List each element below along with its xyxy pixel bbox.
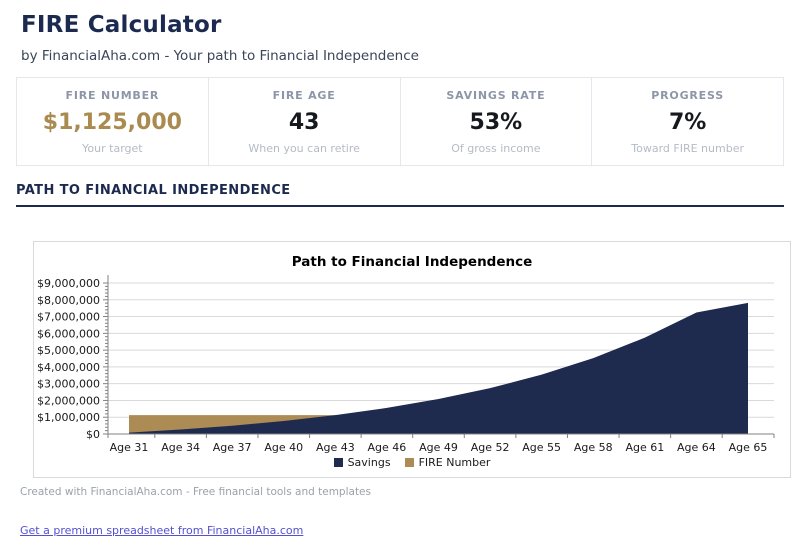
chart-legend: Savings FIRE Number	[34, 456, 790, 477]
svg-text:Age 61: Age 61	[625, 441, 664, 454]
legend-item-fire-number: FIRE Number	[404, 456, 491, 469]
stat-card-savings-rate: SAVINGS RATE 53% Of gross income	[400, 77, 593, 166]
stat-sublabel: Of gross income	[451, 142, 541, 155]
svg-text:Age 58: Age 58	[574, 441, 613, 454]
stat-card-progress: PROGRESS 7% Toward FIRE number	[592, 77, 784, 166]
stat-label: SAVINGS RATE	[446, 89, 546, 102]
stat-value-fire-number: $1,125,000	[42, 110, 182, 135]
svg-text:$9,000,000: $9,000,000	[37, 277, 100, 290]
stat-label: FIRE AGE	[272, 89, 336, 102]
stats-row: FIRE NUMBER $1,125,000 Your target FIRE …	[16, 77, 784, 166]
svg-text:$3,000,000: $3,000,000	[37, 378, 100, 391]
svg-text:$4,000,000: $4,000,000	[37, 361, 100, 374]
svg-text:Age 65: Age 65	[729, 441, 768, 454]
premium-spreadsheet-link[interactable]: Get a premium spreadsheet from Financial…	[20, 524, 304, 537]
chart-title: Path to Financial Independence	[291, 254, 533, 270]
chart-card: Path to Financial Independence $0 $1,000,…	[33, 241, 791, 478]
stat-sublabel: Your target	[82, 142, 143, 155]
svg-text:$1,000,000: $1,000,000	[37, 411, 100, 424]
page-title: FIRE Calculator	[21, 12, 222, 38]
svg-text:$6,000,000: $6,000,000	[37, 327, 100, 340]
legend-item-savings: Savings	[333, 456, 391, 469]
svg-text:Age 43: Age 43	[316, 441, 355, 454]
svg-text:$8,000,000: $8,000,000	[37, 294, 100, 307]
svg-text:Age 37: Age 37	[213, 441, 252, 454]
svg-text:Age 49: Age 49	[419, 441, 458, 454]
stat-value-savings-rate: 53%	[469, 110, 523, 135]
svg-text:Age 52: Age 52	[471, 441, 510, 454]
stat-value-fire-age: 43	[288, 110, 320, 135]
stat-label: FIRE NUMBER	[65, 89, 160, 102]
svg-text:$7,000,000: $7,000,000	[37, 311, 100, 324]
svg-text:Age 55: Age 55	[522, 441, 561, 454]
stat-sublabel: Toward FIRE number	[631, 142, 744, 155]
stat-value-progress: 7%	[668, 110, 707, 135]
savings-area-chart: $0 $1,000,000 $2,000,000 $3,000,000 $4,000,0…	[37, 275, 775, 454]
stat-card-fire-number: FIRE NUMBER $1,125,000 Your target	[16, 77, 209, 166]
legend-label-savings: Savings	[347, 456, 391, 469]
svg-text:Age 31: Age 31	[110, 441, 149, 454]
svg-text:$2,000,000: $2,000,000	[37, 394, 100, 407]
stat-label: PROGRESS	[651, 89, 724, 102]
footer-credit: Created with FinancialAha.com - Free fin…	[20, 486, 371, 498]
svg-text:Age 34: Age 34	[161, 441, 200, 454]
svg-text:Age 46: Age 46	[368, 441, 407, 454]
section-header-path-to-fi: PATH TO FINANCIAL INDEPENDENCE	[16, 183, 784, 207]
legend-label-fire-number: FIRE Number	[418, 456, 491, 469]
savings-swatch-icon	[333, 458, 343, 467]
fire-number-swatch-icon	[404, 458, 414, 467]
svg-text:$0: $0	[86, 428, 100, 441]
page-subtitle: by FinancialAha.com - Your path to Finan…	[21, 48, 419, 64]
stat-card-fire-age: FIRE AGE 43 When you can retire	[208, 77, 401, 166]
svg-text:Age 40: Age 40	[264, 441, 303, 454]
svg-text:Age 64: Age 64	[677, 441, 716, 454]
stat-sublabel: When you can retire	[248, 142, 360, 155]
svg-text:$5,000,000: $5,000,000	[37, 344, 100, 357]
